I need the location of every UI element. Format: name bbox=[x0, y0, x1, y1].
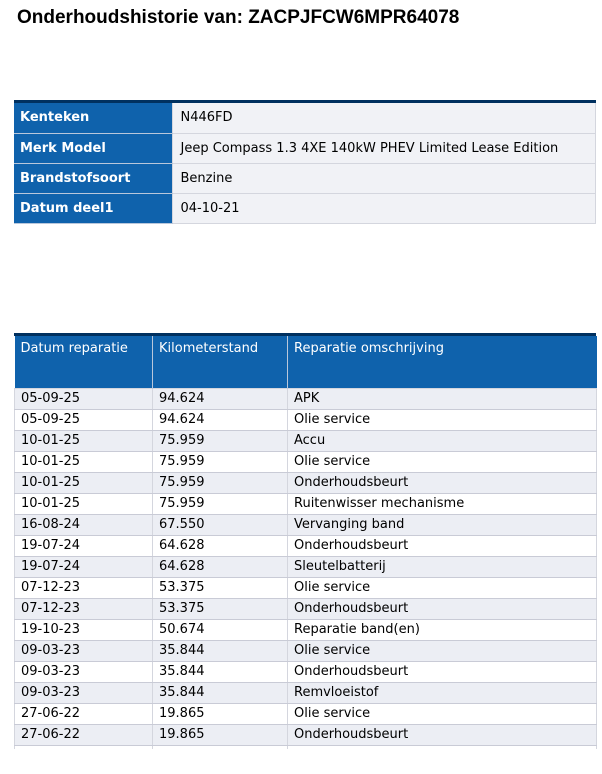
table-row: 05-09-25 94.624 APK bbox=[14, 387, 597, 410]
repair-km-cell: 53.375 bbox=[152, 576, 288, 599]
repair-desc-cell: Onderhoudsbeurt bbox=[287, 471, 597, 494]
info-label-datum-deel1: Datum deel1 bbox=[14, 193, 172, 224]
repair-km-cell: 19.865 bbox=[152, 702, 288, 725]
repair-date-cell: 19-07-24 bbox=[14, 534, 153, 557]
table-row: 05-09-25 94.624 Olie service bbox=[14, 408, 597, 431]
info-value-datum-deel1: 04-10-21 bbox=[171, 193, 596, 224]
repair-desc-cell: Olie service bbox=[287, 408, 597, 431]
info-value-brandstofsoort: Benzine bbox=[171, 163, 596, 194]
repair-km-cell: 67.550 bbox=[152, 513, 288, 536]
repair-km-cell: 64.628 bbox=[152, 555, 288, 578]
table-row: 27-06-22 19.865 Olie service bbox=[14, 702, 597, 725]
repair-desc-cell: Sleutelbatterij bbox=[287, 555, 597, 578]
repair-km-cell: 94.624 bbox=[152, 408, 288, 431]
repair-date-cell: 05-09-25 bbox=[14, 408, 153, 431]
repair-desc-cell: Reparatie band(en) bbox=[287, 618, 597, 641]
repair-desc-cell: Onderhoudsbeurt bbox=[287, 534, 597, 557]
repair-km-cell: 35.844 bbox=[152, 639, 288, 662]
repair-desc-cell: Olie service bbox=[287, 639, 597, 662]
repair-km-cell: 50.674 bbox=[152, 618, 288, 641]
repair-desc-cell: Remvloeistof bbox=[287, 681, 597, 704]
repairs-table: Datum reparatie Kilometerstand Reparatie… bbox=[14, 333, 597, 749]
repair-km-cell: 64.628 bbox=[152, 534, 288, 557]
column-header-kilometerstand: Kilometerstand bbox=[152, 336, 288, 388]
table-row: 10-01-25 75.959 Accu bbox=[14, 429, 597, 452]
repair-date-cell: 19-07-24 bbox=[14, 555, 153, 578]
repair-km-cell: 53.375 bbox=[152, 597, 288, 620]
table-row: 09-03-23 35.844 Onderhoudsbeurt bbox=[14, 660, 597, 683]
repair-desc-cell: Ruitenwisser mechanisme bbox=[287, 492, 597, 515]
column-header-reparatie-omschrijving: Reparatie omschrijving bbox=[287, 336, 597, 388]
info-label-brandstofsoort: Brandstofsoort bbox=[14, 163, 172, 194]
repair-date-cell: 10-01-25 bbox=[14, 471, 153, 494]
table-row: 10-01-25 75.959 Ruitenwisser mechanisme bbox=[14, 492, 597, 515]
vehicle-info-table: Kenteken N446FD Merk Model Jeep Compass … bbox=[14, 100, 596, 224]
table-row: 09-03-23 35.844 Olie service bbox=[14, 639, 597, 662]
repair-date-cell: 10-01-25 bbox=[14, 450, 153, 473]
table-row: Kenteken N446FD bbox=[14, 103, 596, 134]
repair-desc-cell: Vervanging band bbox=[287, 513, 597, 536]
repair-km-cell: 19.865 bbox=[152, 723, 288, 746]
table-row: 19-10-23 50.674 Reparatie band(en) bbox=[14, 618, 597, 641]
table-row: 07-12-23 53.375 Olie service bbox=[14, 576, 597, 599]
repair-desc-cell: Onderhoudsbeurt bbox=[287, 660, 597, 683]
table-row: Brandstofsoort Benzine bbox=[14, 163, 596, 194]
info-label-merk-model: Merk Model bbox=[14, 133, 172, 164]
repair-date-cell: 09-03-23 bbox=[14, 660, 153, 683]
repair-desc-cell: APK bbox=[287, 387, 597, 410]
repair-date-cell: 09-03-23 bbox=[14, 681, 153, 704]
page-title: Onderhoudshistorie van: ZACPJFCW6MPR6407… bbox=[17, 7, 460, 28]
clipped-empty-row bbox=[14, 744, 597, 749]
table-row: 19-07-24 64.628 Sleutelbatterij bbox=[14, 555, 597, 578]
repair-desc-cell: Accu bbox=[287, 429, 597, 452]
repair-km-cell: 35.844 bbox=[152, 681, 288, 704]
repair-desc-cell: Onderhoudsbeurt bbox=[287, 597, 597, 620]
repair-date-cell: 10-01-25 bbox=[14, 492, 153, 515]
table-row: 16-08-24 67.550 Vervanging band bbox=[14, 513, 597, 536]
empty-cell bbox=[14, 744, 153, 749]
table-row: 10-01-25 75.959 Onderhoudsbeurt bbox=[14, 471, 597, 494]
info-value-merk-model: Jeep Compass 1.3 4XE 140kW PHEV Limited … bbox=[171, 133, 596, 164]
repair-km-cell: 94.624 bbox=[152, 387, 288, 410]
repair-date-cell: 10-01-25 bbox=[14, 429, 153, 452]
repairs-header-row: Datum reparatie Kilometerstand Reparatie… bbox=[14, 336, 597, 388]
table-row: 09-03-23 35.844 Remvloeistof bbox=[14, 681, 597, 704]
table-row: Datum deel1 04-10-21 bbox=[14, 193, 596, 224]
empty-cell bbox=[287, 744, 597, 749]
repair-desc-cell: Olie service bbox=[287, 450, 597, 473]
repair-km-cell: 75.959 bbox=[152, 450, 288, 473]
repair-km-cell: 75.959 bbox=[152, 492, 288, 515]
repair-date-cell: 09-03-23 bbox=[14, 639, 153, 662]
repair-desc-cell: Olie service bbox=[287, 702, 597, 725]
repair-date-cell: 19-10-23 bbox=[14, 618, 153, 641]
column-header-datum-reparatie: Datum reparatie bbox=[14, 336, 153, 388]
table-row: 10-01-25 75.959 Olie service bbox=[14, 450, 597, 473]
repair-desc-cell: Onderhoudsbeurt bbox=[287, 723, 597, 746]
empty-cell bbox=[152, 744, 288, 749]
repair-date-cell: 16-08-24 bbox=[14, 513, 153, 536]
repair-date-cell: 05-09-25 bbox=[14, 387, 153, 410]
table-row: 27-06-22 19.865 Onderhoudsbeurt bbox=[14, 723, 597, 746]
table-row: 07-12-23 53.375 Onderhoudsbeurt bbox=[14, 597, 597, 620]
info-label-kenteken: Kenteken bbox=[14, 103, 172, 134]
repair-date-cell: 27-06-22 bbox=[14, 723, 153, 746]
info-value-kenteken: N446FD bbox=[171, 103, 596, 134]
table-row: 19-07-24 64.628 Onderhoudsbeurt bbox=[14, 534, 597, 557]
table-row: Merk Model Jeep Compass 1.3 4XE 140kW PH… bbox=[14, 133, 596, 164]
repair-date-cell: 27-06-22 bbox=[14, 702, 153, 725]
repair-desc-cell: Olie service bbox=[287, 576, 597, 599]
repair-date-cell: 07-12-23 bbox=[14, 597, 153, 620]
repair-date-cell: 07-12-23 bbox=[14, 576, 153, 599]
repair-km-cell: 75.959 bbox=[152, 471, 288, 494]
repair-km-cell: 35.844 bbox=[152, 660, 288, 683]
repair-km-cell: 75.959 bbox=[152, 429, 288, 452]
